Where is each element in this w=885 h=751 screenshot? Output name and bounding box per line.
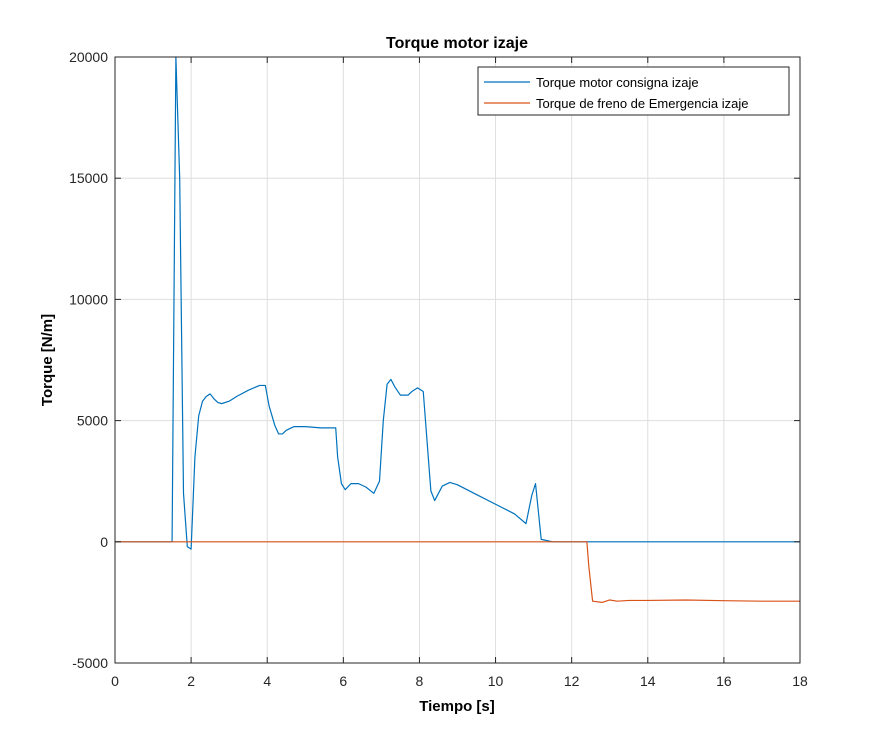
legend-label-motor: Torque motor consigna izaje [536,75,699,90]
x-tick-label: 10 [488,673,504,689]
legend: Torque motor consigna izaje Torque de fr… [477,66,790,116]
y-tick-label: 10000 [69,291,108,307]
y-axis-label: Torque [N/m] [39,314,56,406]
series-line-brake [115,541,800,604]
plot-area [115,57,800,663]
x-tick-label: 6 [339,673,347,689]
x-axis: 0 2 4 6 8 10 12 14 16 18 [111,57,808,689]
chart-title: Torque motor izaje [386,35,528,52]
y-tick-label: 0 [100,534,108,550]
x-tick-label: 8 [416,673,424,689]
x-tick-label: 12 [564,673,580,689]
y-axis: -5000 0 5000 10000 15000 20000 [69,49,800,671]
x-tick-label: 4 [263,673,271,689]
y-tick-label: -5000 [72,655,108,671]
x-tick-label: 2 [187,673,195,689]
x-axis-label: Tiempo [s] [419,698,495,715]
x-tick-label: 0 [111,673,119,689]
series-layer [115,56,800,604]
y-tick-label: 5000 [77,413,108,429]
legend-box [477,66,790,116]
plot-frame [114,56,801,664]
y-tick-label: 20000 [69,49,108,65]
x-tick-label: 14 [640,673,656,689]
x-tick-label: 18 [792,673,808,689]
legend-label-brake: Torque de freno de Emergencia izaje [536,96,748,111]
series-line-motor [115,56,800,550]
y-tick-label: 15000 [69,170,108,186]
x-tick-label: 16 [716,673,732,689]
